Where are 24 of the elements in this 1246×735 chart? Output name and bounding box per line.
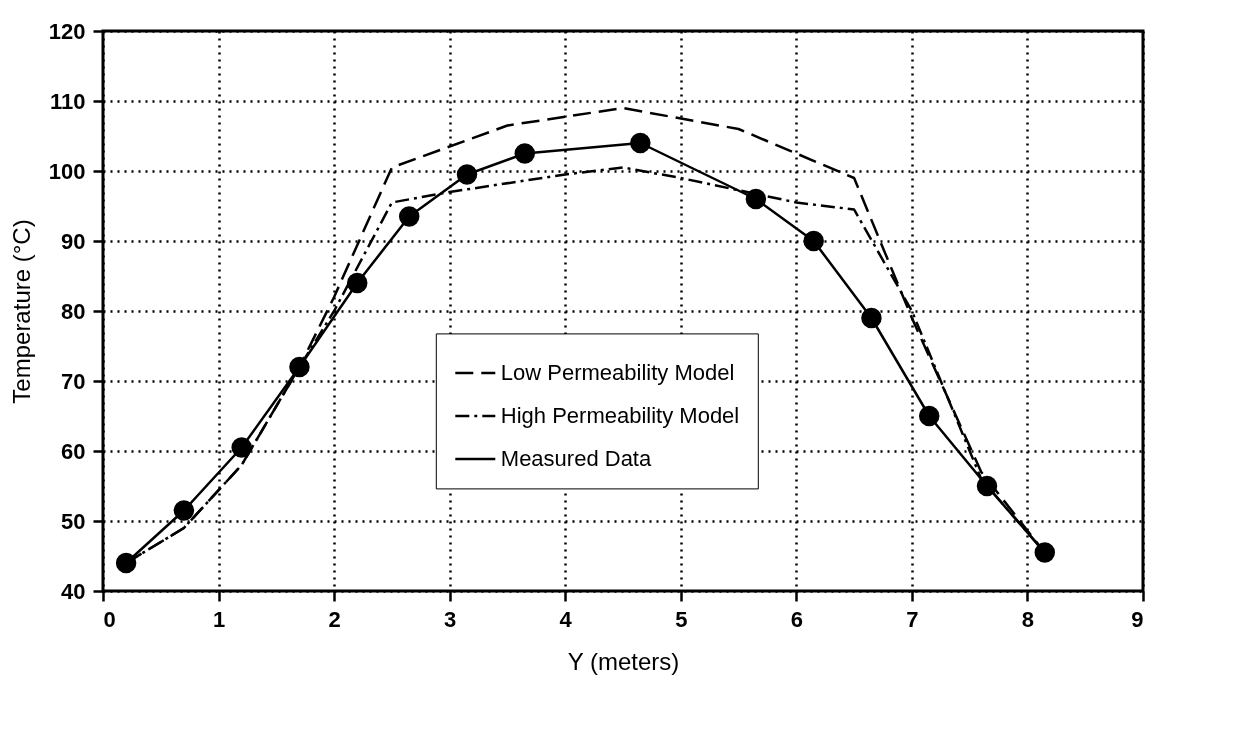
y-tick-label: 110 — [50, 88, 86, 114]
x-tick-label: 3 — [444, 606, 457, 632]
x-tick-label: 8 — [1021, 606, 1035, 632]
x-tick-label: 7 — [906, 606, 919, 632]
x-tick-label: 6 — [790, 606, 803, 632]
x-tick-label: 1 — [212, 606, 226, 632]
x-axis-title: Y (meters) — [567, 647, 680, 675]
y-tick-label: 90 — [61, 228, 86, 254]
y-tick-label: 120 — [48, 18, 86, 44]
y-tick-label: 40 — [61, 578, 86, 604]
x-tick-label: 9 — [1131, 606, 1144, 632]
x-tick-label: 5 — [675, 606, 688, 632]
y-tick-label: 80 — [61, 298, 86, 324]
y-tick-label: 70 — [61, 368, 86, 394]
x-tick-label: 2 — [328, 606, 341, 632]
legend-label: Measured Data — [500, 445, 652, 471]
legend-label: High Permeability Model — [500, 402, 740, 428]
x-tick-label: 0 — [103, 606, 116, 632]
y-tick-label: 100 — [48, 158, 86, 184]
y-tick-label: 60 — [61, 438, 86, 464]
x-tick-label: 4 — [559, 606, 573, 632]
legend-label: Low Permeability Model — [500, 359, 735, 385]
y-axis-title: Temperature (°C) — [7, 219, 35, 404]
y-tick-label: 50 — [61, 508, 86, 534]
